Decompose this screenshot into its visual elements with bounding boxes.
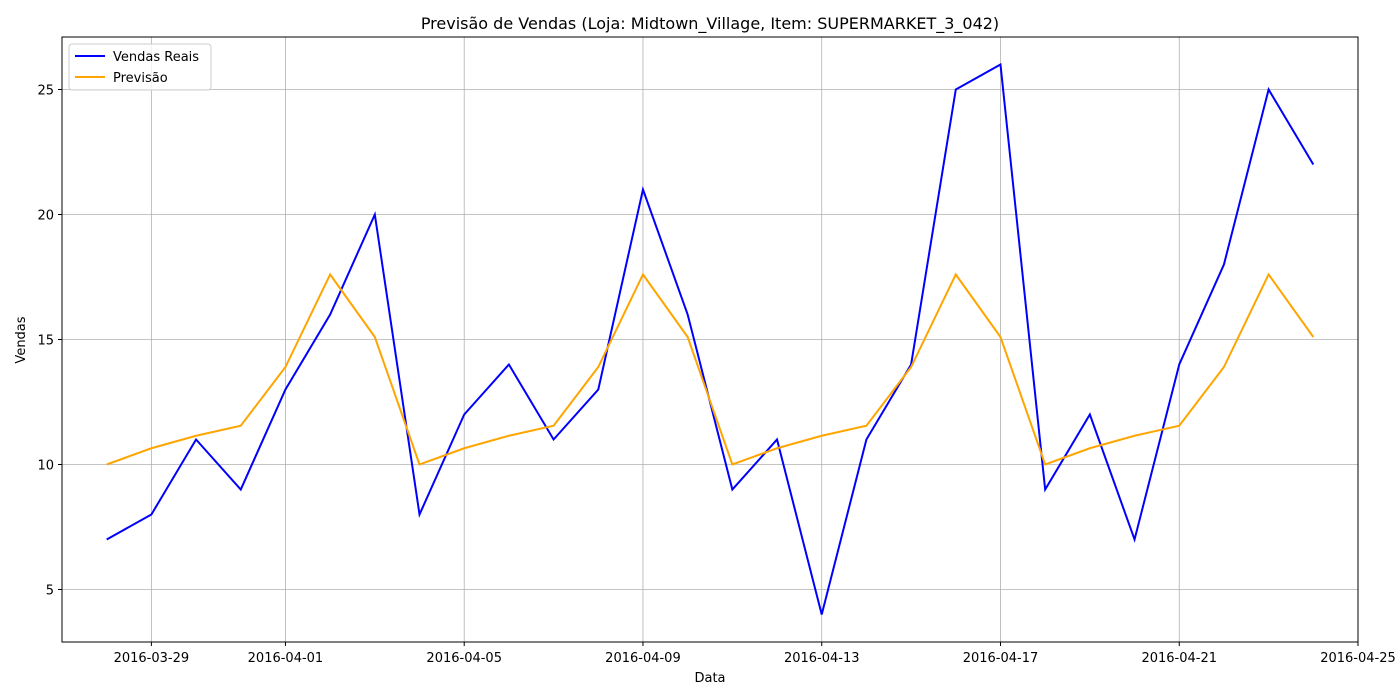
x-axis-label: Data	[694, 671, 725, 686]
x-tick-label: 2016-04-17	[963, 651, 1039, 666]
data-point-previsao	[418, 463, 420, 465]
data-point-vendas-reais	[686, 313, 688, 315]
series-layer	[105, 62, 1315, 615]
data-point-previsao	[642, 273, 644, 275]
data-point-previsao	[195, 435, 197, 437]
data-point-previsao	[1044, 463, 1046, 465]
data-point-previsao	[1267, 273, 1269, 275]
data-point-vendas-reais	[597, 388, 599, 390]
data-point-vendas-reais	[1178, 363, 1180, 365]
data-point-previsao	[105, 463, 107, 465]
data-point-previsao	[686, 336, 688, 338]
data-point-vendas-reais	[955, 88, 957, 90]
data-point-vendas-reais	[374, 213, 376, 215]
y-axis-label: Vendas	[14, 316, 29, 363]
data-point-previsao	[731, 463, 733, 465]
data-point-vendas-reais	[105, 538, 107, 540]
data-point-previsao	[552, 425, 554, 427]
data-point-vendas-reais	[508, 363, 510, 365]
chart-title: Previsão de Vendas (Loja: Midtown_Villag…	[421, 14, 999, 34]
data-point-vendas-reais	[999, 63, 1001, 65]
data-point-previsao	[999, 336, 1001, 338]
data-point-vendas-reais	[418, 513, 420, 515]
legend: Vendas Reais Previsão	[68, 43, 212, 91]
data-point-previsao	[463, 447, 465, 449]
series-line-previsao	[106, 272, 1315, 466]
data-point-previsao	[150, 447, 152, 449]
x-tick-label: 2016-04-09	[605, 651, 681, 666]
x-tick-label: 2016-04-05	[426, 651, 502, 666]
data-point-vendas-reais	[642, 188, 644, 190]
data-point-vendas-reais	[1223, 263, 1225, 265]
data-point-previsao	[1223, 366, 1225, 368]
data-point-vendas-reais	[463, 413, 465, 415]
data-point-vendas-reais	[1044, 488, 1046, 490]
data-point-previsao	[955, 273, 957, 275]
data-point-vendas-reais	[195, 438, 197, 440]
data-point-vendas-reais	[731, 488, 733, 490]
data-point-previsao	[240, 425, 242, 427]
data-point-vendas-reais	[776, 438, 778, 440]
data-point-vendas-reais	[1133, 538, 1135, 540]
data-point-previsao	[597, 366, 599, 368]
data-point-previsao	[1178, 425, 1180, 427]
data-point-vendas-reais	[552, 438, 554, 440]
data-point-previsao	[508, 435, 510, 437]
data-point-previsao	[374, 336, 376, 338]
data-point-previsao	[776, 447, 778, 449]
x-tick-label: 2016-04-13	[784, 651, 860, 666]
y-tick-label: 25	[37, 84, 54, 99]
y-tick-label: 15	[37, 334, 54, 349]
data-point-previsao	[329, 273, 331, 275]
data-point-vendas-reais	[1089, 413, 1091, 415]
data-point-vendas-reais	[240, 488, 242, 490]
data-point-previsao	[865, 425, 867, 427]
data-point-vendas-reais	[1312, 163, 1314, 165]
y-tick-label: 5	[46, 584, 54, 599]
legend-label-previsao: Previsão	[113, 71, 168, 86]
data-point-previsao	[910, 366, 912, 368]
y-tick-label: 20	[37, 209, 54, 224]
data-point-vendas-reais	[150, 513, 152, 515]
data-point-vendas-reais	[329, 313, 331, 315]
data-point-vendas-reais	[284, 388, 286, 390]
x-tick-label: 2016-03-29	[114, 651, 190, 666]
data-point-vendas-reais	[1267, 88, 1269, 90]
data-point-previsao	[1312, 336, 1314, 338]
tick-layer: 2016-03-29 2016-04-01 2016-04-05 2016-04-09…	[37, 84, 1395, 667]
data-point-previsao	[1133, 435, 1135, 437]
x-tick-label: 2016-04-01	[248, 651, 324, 666]
data-point-vendas-reais	[865, 438, 867, 440]
legend-label-vendas-reais: Vendas Reais	[113, 50, 199, 65]
y-tick-label: 10	[37, 459, 54, 474]
x-tick-label: 2016-04-25	[1320, 651, 1396, 666]
data-point-previsao	[284, 366, 286, 368]
data-point-previsao	[821, 435, 823, 437]
data-point-vendas-reais	[821, 613, 823, 615]
x-tick-label: 2016-04-21	[1141, 651, 1217, 666]
data-point-previsao	[1089, 447, 1091, 449]
grid-layer	[62, 37, 1359, 642]
